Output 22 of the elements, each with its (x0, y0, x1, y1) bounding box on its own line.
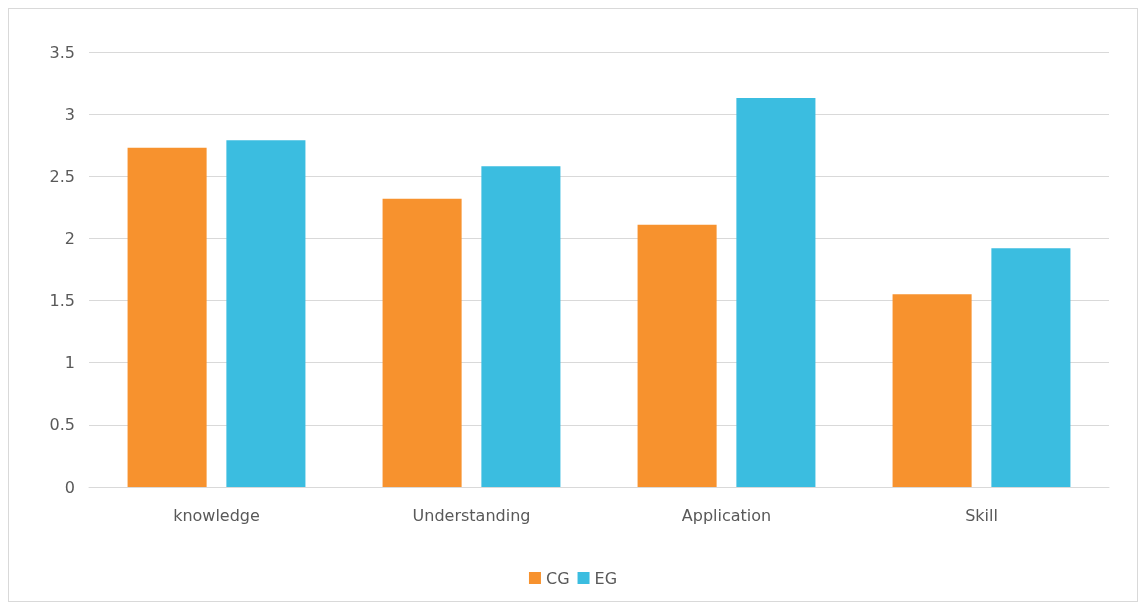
bar (382, 198, 462, 487)
bar (991, 248, 1071, 487)
legend-label: CG (545, 568, 570, 588)
bar (637, 224, 717, 487)
y-tick-label: 0.5 (49, 415, 75, 435)
bar (127, 147, 207, 487)
x-tick-label: Understanding (412, 505, 531, 525)
bar (892, 294, 972, 487)
y-tick-label: 3.5 (49, 42, 75, 62)
x-tick-label: Application (681, 505, 772, 525)
x-tick-label: knowledge (173, 505, 260, 525)
y-tick-label: 1.5 (49, 291, 75, 311)
bar (481, 166, 561, 487)
bar (736, 97, 816, 487)
y-tick-label: 1 (64, 353, 75, 373)
legend-label: EG (594, 568, 618, 588)
y-tick-label: 2.5 (49, 166, 75, 186)
x-tick-label: Skill (965, 505, 998, 525)
bar (226, 140, 306, 487)
y-tick-label: 0 (64, 477, 75, 497)
y-tick-label: 3 (64, 104, 75, 124)
y-tick-label: 2 (64, 228, 75, 248)
